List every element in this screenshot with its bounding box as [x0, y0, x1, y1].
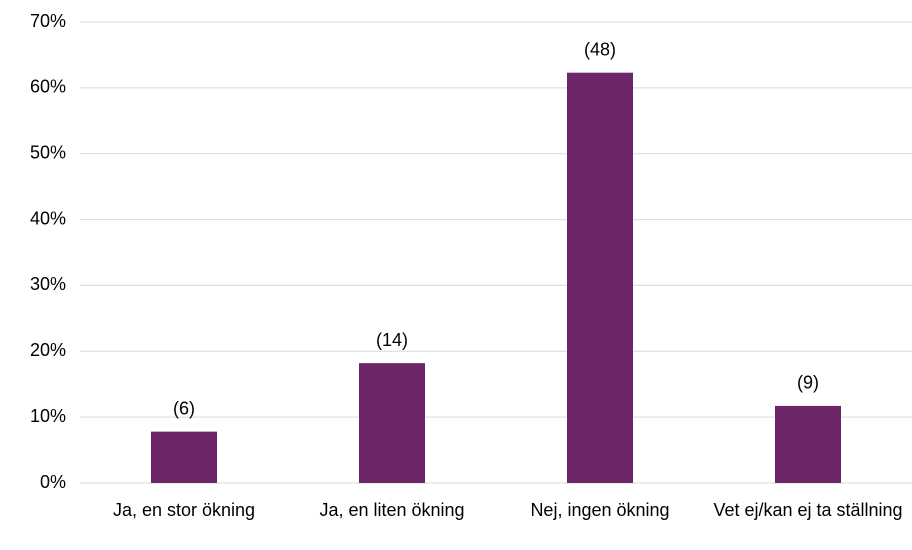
bar: [567, 72, 633, 484]
y-tick-label: 40%: [30, 208, 66, 228]
bar: [775, 405, 841, 483]
x-tick-label: Vet ej/kan ej ta ställning: [713, 500, 903, 520]
x-tick-label: Ja, en stor ökning: [112, 500, 256, 520]
x-tick-label: Nej, ingen ökning: [530, 500, 670, 520]
y-tick-label: 0%: [40, 472, 66, 492]
y-tick-label: 60%: [30, 77, 66, 97]
y-tick-label: 70%: [30, 11, 66, 31]
data-label: (48): [584, 39, 616, 59]
data-label: (14): [376, 330, 408, 350]
bar: [359, 363, 425, 483]
y-tick-label: 30%: [30, 274, 66, 294]
y-tick-label: 50%: [30, 142, 66, 162]
y-tick-label: 10%: [30, 406, 66, 426]
x-tick-label: Ja, en liten ökning: [319, 500, 465, 520]
data-label: (9): [797, 373, 819, 393]
y-tick-label: 20%: [30, 340, 66, 360]
bar: [151, 431, 217, 483]
data-label: (6): [173, 398, 195, 418]
